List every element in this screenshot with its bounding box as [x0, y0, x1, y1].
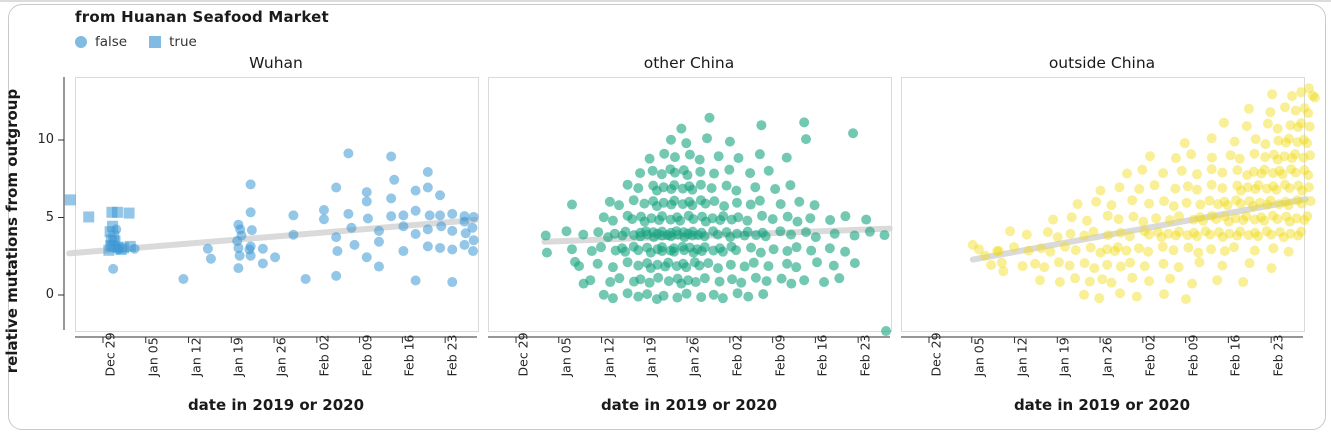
scatter-points-layer	[64, 148, 479, 288]
legend-item-label: false	[95, 34, 128, 50]
facet-panel-other-china	[488, 77, 893, 337]
facet-title-outside-china: outside China	[1048, 54, 1156, 72]
legend-items: false true	[75, 34, 329, 50]
facet-title-wuhan: Wuhan	[249, 54, 303, 72]
scatter-plot-1	[540, 112, 893, 337]
legend-item-true: true	[149, 34, 197, 50]
facet-panel-outside-china	[901, 77, 1320, 332]
legend-item-label: true	[169, 34, 197, 50]
top-divider	[0, 0, 1331, 2]
legend-title: from Huanan Seafood Market	[75, 8, 329, 26]
facet-panel-wuhan	[64, 77, 479, 332]
square-marker-icon	[149, 36, 162, 48]
trend-line	[969, 196, 1309, 263]
scatter-points-layer	[540, 112, 892, 337]
circle-marker-icon	[75, 36, 87, 48]
facet-title-other-china: other China	[643, 54, 735, 72]
legend-item-false: false	[75, 34, 127, 50]
scatter-plot-2	[967, 83, 1320, 305]
scatter-points-layer	[967, 83, 1320, 305]
scatter-plot-0	[64, 148, 479, 288]
y-axis-title: relative mutations from outgroup	[3, 88, 21, 374]
legend: from Huanan Seafood Market false true	[75, 8, 329, 50]
